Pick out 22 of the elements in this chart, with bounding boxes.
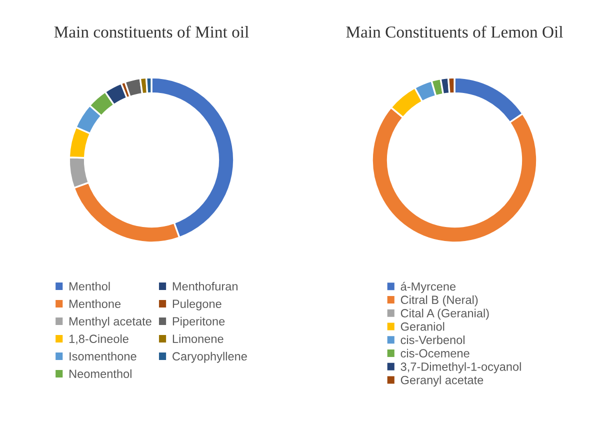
legend-label: cis-Ocemene: [400, 348, 470, 358]
legend-label: 1,8-Cineole: [69, 334, 128, 344]
legend-label: Cital A (Geranial): [400, 308, 489, 320]
legend-label: 3,7-Dimethyl-1-ocyanol: [400, 362, 521, 374]
legend-label: cis-Verbenol: [400, 335, 464, 344]
donut-slice: [124, 78, 144, 98]
legend-label: Limonene: [172, 334, 224, 344]
chart-title: Main Constituents of Lemon Oil: [346, 26, 563, 38]
legend-label: Menthyl acetate: [70, 316, 152, 328]
legend-label: Neomenthol: [70, 369, 132, 378]
legend-label: Menthol: [70, 282, 110, 291]
legend-label: Citral B (Neral): [400, 295, 478, 306]
legend-label: Caryophyllene: [172, 352, 247, 363]
legend-label: Menthofuran: [172, 282, 238, 291]
chart-title: Main constituents of Mint oil: [54, 26, 249, 38]
legend-label: Pulegone: [172, 299, 222, 310]
legend-label: Piperitone: [172, 316, 225, 328]
legend-label: Geraniol: [400, 322, 444, 331]
legend-label: Isomenthone: [70, 352, 136, 361]
legend-label: á-Myrcene: [400, 282, 456, 294]
legend-label: Geranyl acetate: [400, 376, 484, 387]
legend-label: Menthone: [70, 299, 121, 308]
